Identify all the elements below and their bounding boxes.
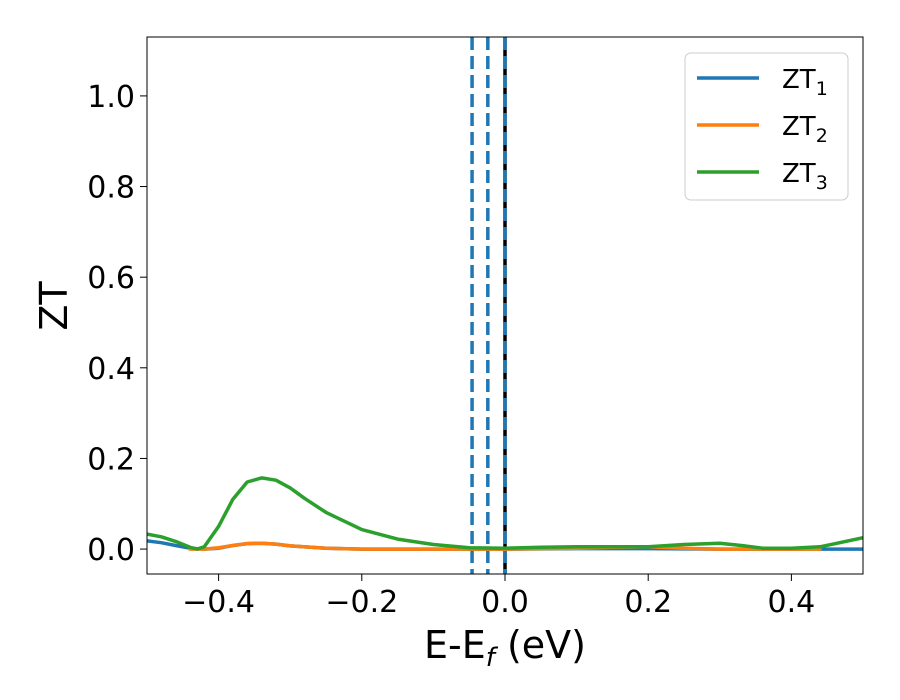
series-layer xyxy=(147,476,863,551)
y-tick-label: 1.0 xyxy=(87,80,135,115)
x-tick-label: 0.0 xyxy=(481,585,529,620)
reference-lines xyxy=(470,37,507,574)
series-line-2 xyxy=(188,541,822,551)
legend-label: ZT2 xyxy=(782,112,828,147)
y-tick-label: 0.0 xyxy=(87,533,135,568)
legend-label: ZT1 xyxy=(782,65,828,100)
legend-label: ZT3 xyxy=(782,159,828,194)
y-axis-ticks: 0.0 0.2 0.4 0.6 0.8 1.0 xyxy=(87,80,147,568)
y-tick-label: 0.4 xyxy=(87,352,135,387)
x-tick-label: −0.2 xyxy=(325,585,398,620)
legend: ZT1 ZT2 ZT3 xyxy=(684,52,849,201)
y-tick-label: 0.8 xyxy=(87,171,135,206)
legend-box xyxy=(684,52,849,201)
x-axis-ticks: −0.4 −0.2 0.0 0.2 0.4 xyxy=(182,574,815,620)
y-tick-label: 0.2 xyxy=(87,442,135,477)
series-line-3 xyxy=(147,476,863,551)
y-axis-label: ZT xyxy=(32,281,76,331)
x-tick-label: 0.4 xyxy=(768,585,816,620)
x-tick-label: 0.2 xyxy=(624,585,672,620)
x-tick-label: −0.4 xyxy=(182,585,255,620)
x-axis-label: E-Ef (eV) xyxy=(424,623,586,673)
y-tick-label: 0.6 xyxy=(87,261,135,296)
